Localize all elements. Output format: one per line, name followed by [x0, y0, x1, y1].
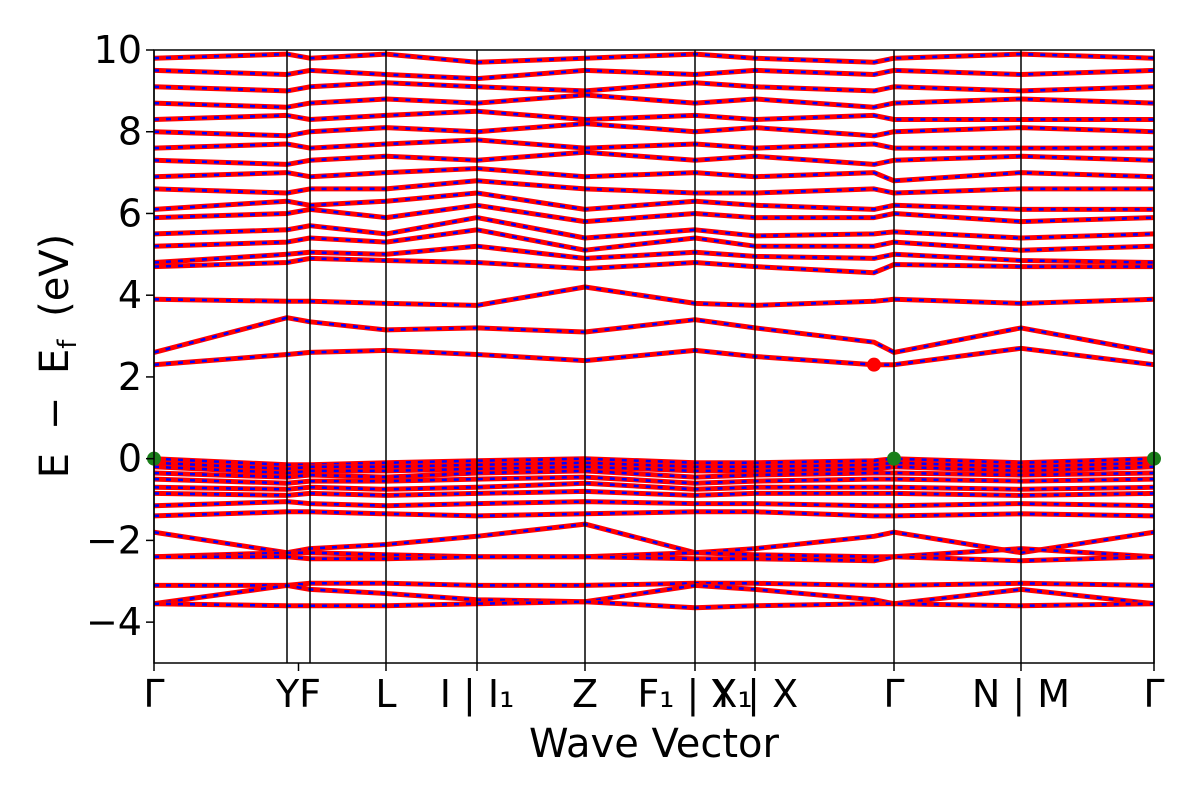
x-tick-label: N | M: [972, 672, 1070, 717]
x-tick-label: Γ: [883, 672, 904, 716]
band-line-spin-up: [154, 190, 1154, 212]
x-axis-ticks: Γ YF L I | I₁ Z F₁ | X₁Y | X Γ N | M Γ: [143, 663, 1165, 717]
x-axis-label: Wave Vector: [529, 721, 780, 767]
band-line-spin-up: [154, 480, 1154, 492]
band-line-spin-up: [154, 178, 1154, 196]
x-tick-label: Z: [572, 672, 598, 716]
y-tick-label: 10: [94, 28, 142, 72]
band-line-spin-up: [154, 67, 1154, 82]
band-line-spin-up: [154, 227, 1154, 253]
band-line-spin-up: [154, 108, 1154, 122]
band-line-spin-up: [154, 51, 1154, 65]
band-line-spin-up: [154, 474, 1154, 486]
y-axis-label: E − Ef (eV): [32, 234, 86, 479]
band-line-spin-up: [154, 580, 1154, 588]
band-line-spin-up: [154, 554, 1154, 564]
y-axis-ticks: −4 −2 0 2 4 6 8 10: [86, 28, 154, 644]
band-line-spin-up: [154, 464, 1154, 476]
bands-layer: [154, 51, 1154, 611]
band-line-spin-down: [154, 522, 1154, 554]
band-line-spin-up: [154, 202, 1154, 225]
band-line-spin-up: [154, 255, 1154, 276]
band-line-spin-up: [154, 499, 1154, 509]
band-line-spin-up: [154, 92, 1154, 110]
band-line-spin-down: [154, 316, 1154, 354]
y-tick-label: 2: [118, 355, 142, 399]
y-tick-label: 6: [118, 191, 142, 235]
band-line-spin-up: [154, 488, 1154, 498]
x-tick-label: L: [375, 672, 396, 716]
y-tick-label: −2: [86, 518, 142, 562]
extrema-markers: [147, 357, 1161, 466]
extremum-marker: [867, 357, 881, 372]
band-line-spin-up: [154, 468, 1154, 480]
band-line-spin-up: [154, 599, 1154, 611]
band-line-spin-up: [154, 80, 1154, 94]
band-line-spin-up: [154, 243, 1154, 265]
y-tick-label: 4: [118, 273, 142, 317]
x-tick-label: Y | X: [711, 672, 798, 717]
band-line-spin-up: [154, 137, 1154, 151]
band-line-spin-up: [154, 284, 1154, 308]
band-line-spin-up: [154, 121, 1154, 139]
y-tick-label: −4: [86, 600, 142, 644]
x-tick-label: YF: [275, 672, 321, 716]
band-line-spin-up: [154, 315, 1154, 355]
band-line-spin-up: [154, 345, 1154, 368]
x-tick-label: Γ: [143, 672, 164, 716]
band-line-spin-up: [154, 582, 1154, 607]
band-line-spin-up: [154, 509, 1154, 519]
band-line-spin-up: [154, 460, 1154, 472]
x-tick-label: F₁ | X₁: [637, 672, 752, 717]
extremum-marker: [887, 451, 901, 466]
x-tick-label: Γ: [1143, 672, 1164, 716]
y-tick-label: 0: [118, 437, 142, 481]
y-tick-label: 8: [118, 110, 142, 154]
band-line-spin-up: [154, 149, 1154, 167]
band-line-spin-up: [154, 166, 1154, 184]
band-line-spin-up: [154, 215, 1154, 241]
plot-frame: [153, 49, 1155, 664]
x-tick-label: I | I₁: [440, 672, 515, 717]
